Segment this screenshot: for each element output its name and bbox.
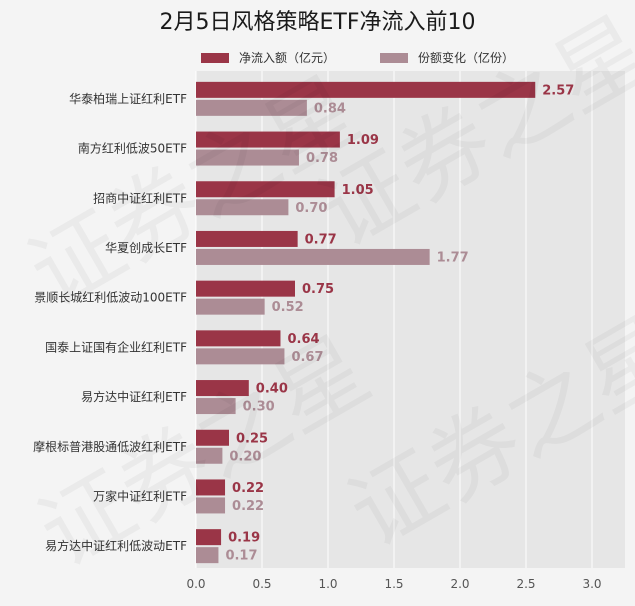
bar-inflow xyxy=(196,280,295,297)
bar-share-change xyxy=(196,398,236,415)
data-label-share-change: 0.22 xyxy=(232,499,264,514)
data-label-inflow: 0.75 xyxy=(302,282,334,297)
category-label: 摩根标普港股通低波红利ETF xyxy=(33,439,187,454)
data-label-share-change: 0.52 xyxy=(272,300,304,315)
legend-swatch-share-change xyxy=(380,52,408,63)
data-label-inflow: 0.40 xyxy=(256,382,288,397)
data-label-inflow: 2.57 xyxy=(542,83,574,98)
data-label-inflow: 0.77 xyxy=(305,232,337,247)
x-tick-label: 2.0 xyxy=(450,577,469,591)
data-label-inflow: 0.64 xyxy=(287,332,319,347)
bar-inflow xyxy=(196,529,222,546)
bar-inflow xyxy=(196,330,281,347)
data-label-share-change: 0.30 xyxy=(243,400,275,415)
bar-share-change xyxy=(196,547,219,564)
data-label-share-change: 0.20 xyxy=(229,449,261,464)
bar-inflow xyxy=(196,479,226,496)
bar-inflow xyxy=(196,380,249,397)
bar-share-change xyxy=(196,99,307,116)
legend-item-share-change: 份额变化（亿份） xyxy=(380,49,514,66)
category-label: 南方红利低波50ETF xyxy=(78,141,187,156)
x-tick-label: 1.0 xyxy=(318,577,337,591)
category-label: 万家中证红利ETF xyxy=(93,488,187,503)
bar-share-change xyxy=(196,348,285,365)
bar-share-change xyxy=(196,149,299,166)
data-label-share-change: 0.17 xyxy=(225,549,257,564)
x-tick-label: 0.0 xyxy=(186,577,205,591)
bar-share-change xyxy=(196,497,226,514)
legend-swatch-inflow xyxy=(201,52,229,63)
data-label-inflow: 0.22 xyxy=(232,481,264,496)
data-label-share-change: 0.78 xyxy=(306,151,338,166)
bar-inflow xyxy=(196,429,229,446)
category-label: 易方达中证红利低波动ETF xyxy=(45,538,187,553)
category-label: 易方达中证红利ETF xyxy=(81,389,187,404)
bar-share-change xyxy=(196,447,223,464)
legend-label-inflow: 净流入额（亿元） xyxy=(239,51,336,65)
data-label-share-change: 1.77 xyxy=(437,250,469,265)
bar-share-change xyxy=(196,298,265,315)
data-label-inflow: 1.05 xyxy=(342,183,374,198)
category-label: 华泰柏瑞上证红利ETF xyxy=(69,91,187,106)
legend-label-share-change: 份额变化（亿份） xyxy=(418,51,515,65)
bar-inflow xyxy=(196,131,340,148)
category-label: 招商中证红利ETF xyxy=(93,190,187,205)
x-tick-label: 0.5 xyxy=(252,577,271,591)
category-label: 华夏创成长ETF xyxy=(105,241,187,255)
x-tick-label: 1.5 xyxy=(384,577,403,591)
x-tick-label: 3.0 xyxy=(582,577,601,591)
bar-inflow xyxy=(196,230,298,247)
data-label-share-change: 0.70 xyxy=(295,201,327,216)
category-label: 景顺长城红利低波动100ETF xyxy=(34,290,187,305)
bar-inflow xyxy=(196,181,335,198)
chart-title: 2月5日风格策略ETF净流入前10 xyxy=(159,10,476,35)
x-tick-label: 2.5 xyxy=(516,577,535,591)
bar-inflow xyxy=(196,81,536,98)
data-label-inflow: 0.25 xyxy=(236,431,268,446)
data-label-inflow: 1.09 xyxy=(347,133,379,148)
data-label-share-change: 0.84 xyxy=(314,101,346,116)
legend-item-inflow: 净流入额（亿元） xyxy=(201,49,335,66)
category-label: 国泰上证国有企业红利ETF xyxy=(45,339,187,354)
bar-share-change xyxy=(196,199,289,216)
data-label-share-change: 0.67 xyxy=(291,350,323,365)
bar-share-change xyxy=(196,248,430,265)
data-label-inflow: 0.19 xyxy=(228,531,260,546)
